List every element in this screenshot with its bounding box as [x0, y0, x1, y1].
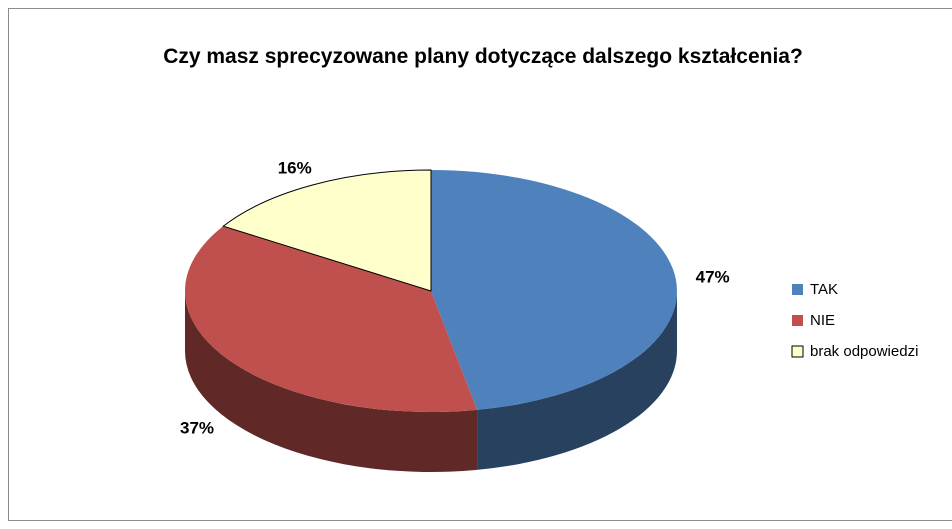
- chart-title: Czy masz sprecyzowane plany dotyczące da…: [163, 45, 803, 68]
- legend-label: NIE: [810, 312, 835, 329]
- legend-swatch: [791, 345, 804, 358]
- slice: [185, 226, 478, 412]
- legend-swatch: [792, 315, 803, 326]
- legend-label: brak odpowiedzi: [810, 343, 918, 360]
- data-label: 47%: [696, 267, 730, 286]
- data-label: 16%: [278, 159, 312, 178]
- legend-label: TAK: [810, 281, 838, 298]
- slice-side: [477, 291, 677, 470]
- title-box: Czy masz sprecyzowane plany dotyczące da…: [163, 45, 803, 68]
- slice: [222, 169, 432, 292]
- data-label: 37%: [180, 419, 214, 438]
- slice: [431, 170, 677, 410]
- legend-swatch: [792, 284, 803, 295]
- slice-side: [185, 291, 478, 472]
